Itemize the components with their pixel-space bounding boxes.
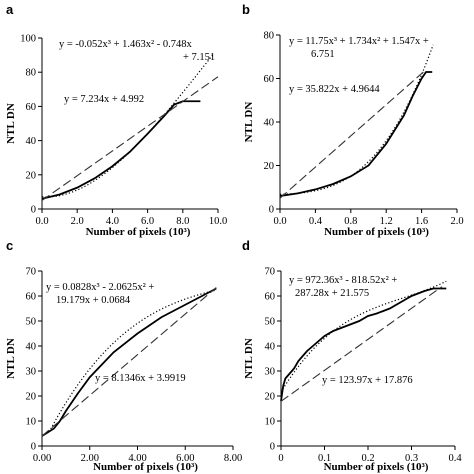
x-tick-label: 0.2 (361, 453, 374, 464)
y-tick-label: 0 (270, 442, 275, 453)
x-tick-label: 0.4 (309, 216, 323, 227)
x-tick-label: 0.3 (405, 453, 418, 464)
panel-letter: c (6, 238, 13, 253)
y-tick-label: 30 (265, 367, 276, 378)
x-tick-label: 0.0 (273, 216, 286, 227)
x-tick-label: 4.0 (106, 216, 119, 227)
equation-label: y = 11.75x³ + 1.734x² + 1.547x + (289, 36, 429, 47)
x-tick-label: 10.0 (209, 216, 227, 227)
y-tick-label: 80 (264, 31, 275, 42)
x-tick-label: 1.2 (380, 216, 393, 227)
x-axis-title: Number of pixels (10³) (324, 226, 429, 238)
y-axis-title: NTL DN (243, 102, 255, 143)
linear-fit-line (280, 286, 443, 402)
y-tick-label: 20 (264, 161, 275, 172)
panel-a: a 0.0 2.0 4.0 6.0 8.0 10.0 0 20 40 60 80 100 Number o… (5, 2, 227, 238)
y-tick-label: 80 (26, 68, 37, 79)
x-axis-title: Number of pixels (10³) (86, 226, 191, 238)
x-tick-label: 4.00 (128, 453, 146, 464)
x-tick-label: 6.0 (141, 216, 154, 227)
x-axis-title: Number of pixels (10³) (324, 461, 429, 473)
equation-label: 6.751 (311, 49, 335, 60)
y-tick-label: 60 (264, 74, 275, 85)
polynomial-fit-curve (48, 289, 217, 433)
y-tick-label: 0 (31, 205, 36, 216)
equation-label: y = 972.36x³ - 818.52x² + (289, 275, 397, 286)
y-tick-label: 20 (26, 170, 37, 181)
y-tick-label: 40 (264, 118, 275, 129)
x-tick-label: 0.4 (448, 453, 462, 464)
y-tick-label: 40 (265, 342, 276, 353)
y-axis-title: NTL DN (5, 103, 17, 144)
equation-label: y = 35.822x + 4.9644 (289, 84, 380, 95)
panel-c: c 0.00 2.00 4.00 6.00 8.00 0 10 20 30 40 50 60 70 Numb… (5, 238, 242, 473)
y-tick-label: 0 (31, 442, 36, 453)
y-tick-label: 20 (265, 392, 276, 403)
panel-d: d 0 0.1 0.2 0.3 0.4 0 10 20 30 40 50 60 70 Number of p… (242, 238, 462, 473)
y-tick-label: 10 (26, 417, 37, 428)
y-tick-label: 40 (26, 136, 37, 147)
x-tick-label: 0.0 (35, 216, 48, 227)
y-axis-title: NTL DN (5, 338, 17, 379)
y-axis-title: NTL DN (243, 338, 255, 379)
panel-letter: d (242, 238, 250, 253)
x-tick-label: 8.00 (224, 453, 242, 464)
y-tick-label: 50 (26, 317, 37, 328)
x-tick-label: 0.8 (344, 216, 357, 227)
x-tick-label: 2.0 (71, 216, 84, 227)
y-tick-label: 60 (26, 292, 37, 303)
x-tick-label: 1.6 (415, 216, 428, 227)
panel-letter: b (242, 2, 250, 17)
y-tick-label: 50 (265, 317, 276, 328)
x-tick-label: 8.0 (176, 216, 189, 227)
x-tick-label: 0.1 (318, 453, 331, 464)
x-tick-label: 0.00 (33, 453, 51, 464)
y-tick-label: 0 (269, 205, 274, 216)
equation-label: y = 123.97x + 17.876 (322, 375, 413, 386)
y-tick-label: 60 (265, 292, 276, 303)
equation-label: y = 8.1346x + 3.9919 (95, 373, 186, 384)
y-tick-label: 70 (265, 267, 276, 278)
polynomial-fit-curve (280, 280, 447, 393)
equation-label: + 7.151 (183, 52, 215, 63)
equation-label: y = 0.0828x³ - 2.0625x² + (46, 282, 154, 293)
observed-curve (41, 287, 217, 437)
equation-label: y = 7.234x + 4.992 (64, 94, 144, 105)
linear-fit-line (41, 287, 217, 437)
y-tick-label: 60 (26, 102, 37, 113)
panel-letter: a (6, 2, 14, 17)
polynomial-fit-curve (41, 54, 214, 198)
x-tick-label: 6.00 (176, 453, 194, 464)
x-tick-label: 0 (278, 453, 283, 464)
y-tick-label: 40 (26, 342, 37, 353)
observed-curve (279, 71, 433, 197)
panel-b: b 0.0 0.4 0.8 1.2 1.6 2.0 0 20 40 60 80 Number of pi… (242, 2, 464, 238)
linear-fit-line (41, 76, 219, 201)
y-tick-label: 100 (20, 34, 36, 45)
y-tick-label: 30 (26, 367, 37, 378)
y-tick-label: 10 (265, 417, 276, 428)
y-tick-label: 20 (26, 392, 37, 403)
x-axis-title: Number of pixels (10³) (93, 461, 198, 473)
equation-label: 19.179x + 0.0684 (56, 295, 131, 306)
x-tick-label: 2.0 (450, 216, 463, 227)
observed-curve (41, 100, 201, 200)
equation-label: 287.28x + 21.575 (295, 288, 369, 299)
x-tick-label: 2.00 (81, 453, 99, 464)
equation-label: y = -0.052x³ + 1.463x² - 0.748x (59, 39, 193, 50)
linear-fit-line (279, 69, 427, 199)
y-tick-label: 70 (26, 267, 37, 278)
